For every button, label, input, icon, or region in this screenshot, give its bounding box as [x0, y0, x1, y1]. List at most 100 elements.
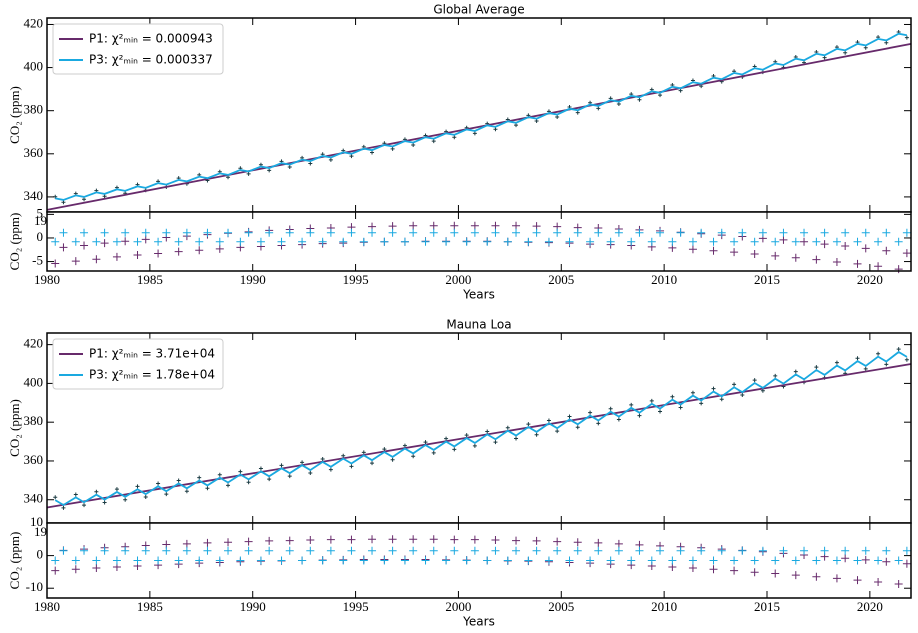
data-point	[573, 228, 582, 237]
data-point	[162, 546, 171, 555]
data-point	[421, 237, 430, 246]
data-point	[596, 421, 601, 426]
data-point	[121, 546, 130, 555]
data-point	[820, 228, 829, 237]
data-point	[370, 150, 375, 155]
data-point	[637, 97, 642, 102]
data-point	[841, 241, 850, 250]
data-point	[656, 228, 665, 237]
data-point	[429, 221, 438, 230]
data-point	[450, 228, 459, 237]
data-point	[123, 497, 128, 502]
data-point	[82, 503, 87, 508]
data-point	[277, 556, 286, 565]
x-tick-label: 1990	[240, 599, 266, 614]
data-point	[627, 237, 636, 246]
x-tick-label: 1985	[137, 599, 163, 614]
data-point	[588, 410, 593, 415]
data-point	[709, 237, 718, 246]
data-point	[730, 556, 739, 565]
data-point	[699, 401, 704, 406]
data-point	[894, 237, 903, 246]
data-point	[388, 546, 397, 555]
data-point	[594, 546, 603, 555]
data-point	[51, 237, 60, 246]
data-point	[380, 556, 389, 565]
data-point	[429, 546, 438, 555]
data-point	[472, 443, 477, 448]
x-tick-label: 2000	[445, 599, 471, 614]
data-point	[841, 546, 850, 555]
data-point	[832, 237, 841, 246]
data-point	[71, 565, 80, 574]
data-point	[320, 457, 325, 462]
data-point	[740, 393, 745, 398]
subplot: -5 0 5 1980 1985 1990 1995 2000 2005 2010 2015 2020…	[7, 205, 912, 302]
data-point	[779, 235, 788, 244]
data-point	[380, 237, 389, 246]
data-point	[135, 484, 140, 489]
data-point	[771, 569, 780, 578]
y-tick-label: 5	[37, 205, 44, 220]
data-point	[688, 245, 697, 254]
data-point	[100, 239, 109, 248]
data-point	[102, 500, 107, 505]
data-point	[524, 556, 533, 565]
data-point	[555, 114, 560, 119]
data-point	[882, 557, 891, 566]
data-point	[629, 402, 634, 407]
fit-line	[46, 42, 912, 211]
y-tick-label: 360	[24, 452, 44, 467]
data-point	[820, 546, 829, 555]
legend-label: P3: χ²ₘᵢₙ = 0.000337	[89, 53, 213, 67]
data-point	[853, 259, 862, 268]
data-point	[341, 453, 346, 458]
data-point	[112, 252, 121, 261]
data-point	[711, 386, 716, 391]
data-point	[182, 546, 191, 555]
data-point	[800, 237, 809, 246]
data-point	[730, 248, 739, 257]
data-point	[411, 454, 416, 459]
data-point	[359, 237, 368, 246]
x-tick-label: 1990	[240, 272, 266, 287]
y-axis-label: CO₂ (ppm)	[7, 86, 22, 144]
data-point	[267, 477, 272, 482]
data-point	[882, 546, 891, 555]
y-tick-label: 400	[24, 59, 44, 74]
data-point	[112, 237, 121, 246]
data-point	[882, 228, 891, 237]
data-point	[573, 546, 582, 555]
data-point	[328, 467, 333, 472]
y-tick-label: 420	[24, 336, 44, 351]
y-tick-label: 400	[24, 374, 44, 389]
data-point	[308, 161, 313, 166]
y-tick-label: 380	[24, 413, 44, 428]
data-point	[470, 535, 479, 544]
data-point	[485, 429, 490, 434]
data-point	[195, 556, 204, 565]
data-point	[750, 237, 759, 246]
data-point	[575, 110, 580, 115]
data-point	[791, 253, 800, 262]
data-point	[154, 237, 163, 246]
data-point	[688, 564, 697, 572]
data-point	[61, 200, 66, 205]
legend-label: P1: χ²ₘᵢₙ = 3.71e+04	[89, 347, 215, 361]
data-point	[822, 55, 827, 60]
data-point	[491, 546, 500, 555]
data-point	[758, 546, 767, 555]
subplot-title: Mauna Loa	[446, 318, 511, 332]
data-point	[773, 373, 778, 378]
data-point	[80, 546, 89, 555]
data-point	[462, 556, 471, 565]
data-point	[368, 535, 377, 544]
data-point	[133, 250, 142, 259]
data-point	[717, 546, 726, 555]
data-point	[608, 406, 613, 411]
data-point	[195, 237, 204, 246]
x-tick-label: 2010	[651, 272, 677, 287]
data-point	[244, 228, 253, 237]
y-tick-label: 340	[24, 188, 44, 203]
data-point	[876, 351, 881, 356]
